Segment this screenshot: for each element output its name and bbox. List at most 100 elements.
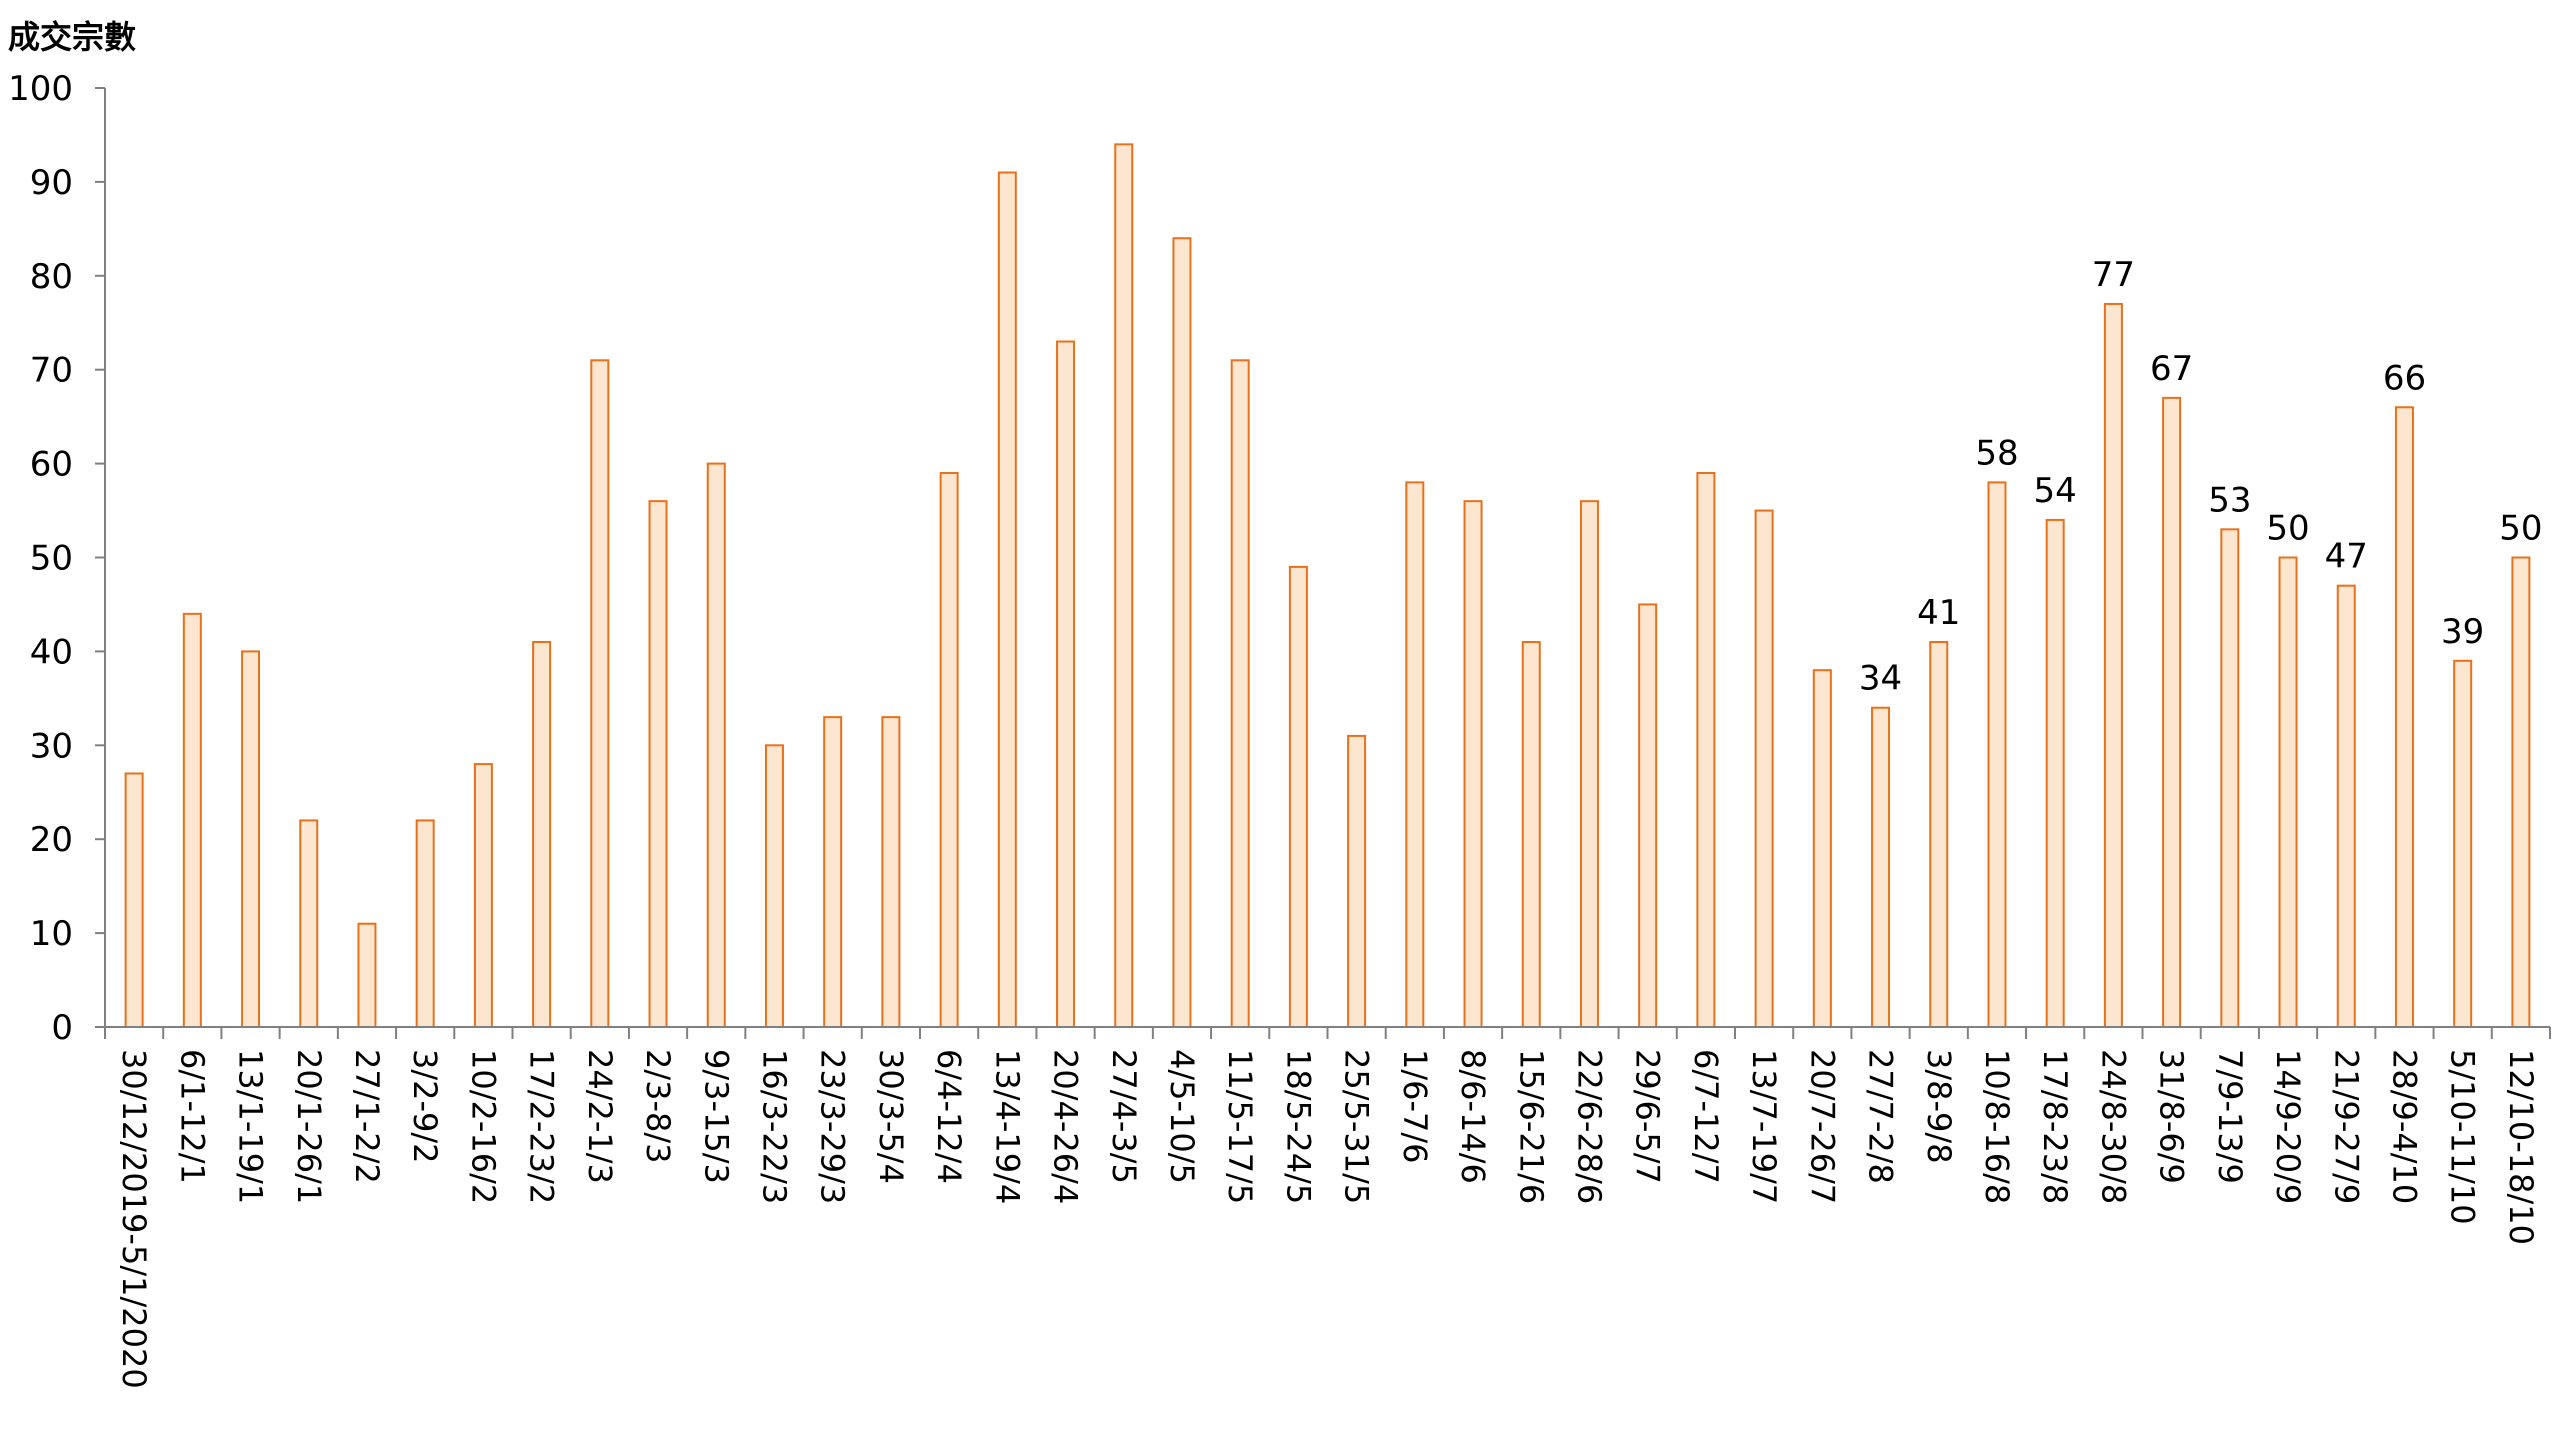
bar-32 xyxy=(1987,481,2007,1028)
bar-17 xyxy=(1114,143,1134,1028)
bar-39 xyxy=(2394,406,2414,1028)
x-tick-label-4: 27/1-2/2 xyxy=(348,1049,386,1184)
bar-14 xyxy=(939,471,959,1028)
y-tick-label-80: 80 xyxy=(30,257,73,297)
x-tick-label-14: 6/4-12/4 xyxy=(930,1049,968,1184)
x-tick-label-13: 30/3-5/4 xyxy=(872,1049,910,1184)
bar-37 xyxy=(2278,556,2298,1028)
y-tick-label-10: 10 xyxy=(30,914,73,954)
x-tick-label-39: 28/9-4/10 xyxy=(2385,1049,2423,1204)
x-tick-label-17: 27/4-3/5 xyxy=(1105,1049,1143,1184)
x-tick-label-41: 12/10-18/10 xyxy=(2502,1049,2540,1245)
x-tick-label-22: 1/6-7/6 xyxy=(1396,1049,1434,1164)
x-tick-label-5: 3/2-9/2 xyxy=(406,1049,444,1164)
bar-38 xyxy=(2336,584,2356,1028)
bar-13 xyxy=(881,716,901,1028)
bar-7 xyxy=(532,641,552,1028)
x-tick-label-40: 5/10-11/10 xyxy=(2444,1049,2482,1225)
y-tick-label-50: 50 xyxy=(30,539,73,579)
x-tick-label-12: 23/3-29/3 xyxy=(814,1049,852,1204)
bar-23 xyxy=(1463,500,1483,1029)
bar-27 xyxy=(1696,471,1716,1028)
y-axis-title: 成交宗數 xyxy=(8,18,136,56)
x-tick-label-26: 29/6-5/7 xyxy=(1629,1049,1667,1184)
bar-3 xyxy=(299,819,319,1028)
data-label-30: 34 xyxy=(1859,659,1902,699)
y-tick-label-0: 0 xyxy=(51,1008,73,1048)
bar-22 xyxy=(1405,481,1425,1028)
x-tick-label-27: 6/7-12/7 xyxy=(1687,1049,1725,1184)
bar-28 xyxy=(1754,509,1774,1028)
bar-8 xyxy=(590,359,610,1028)
bars-layer xyxy=(124,143,2531,1029)
x-tick-label-38: 21/9-27/9 xyxy=(2327,1049,2365,1204)
x-tick-label-18: 4/5-10/5 xyxy=(1163,1049,1201,1184)
y-tick-label-60: 60 xyxy=(30,445,73,485)
data-label-34: 77 xyxy=(2092,255,2135,295)
bar-2 xyxy=(241,650,261,1029)
data-label-31: 41 xyxy=(1917,593,1960,633)
y-tick-label-100: 100 xyxy=(8,69,73,109)
x-tick-label-0: 30/12/2019-5/1/2020 xyxy=(115,1049,153,1389)
bar-26 xyxy=(1638,603,1658,1028)
bar-9 xyxy=(648,500,668,1029)
bar-25 xyxy=(1579,500,1599,1029)
x-tick-label-25: 22/6-28/6 xyxy=(1570,1049,1608,1204)
axes-layer xyxy=(95,87,2551,1039)
bar-11 xyxy=(764,744,784,1028)
data-label-41: 50 xyxy=(2499,509,2542,549)
bar-6 xyxy=(473,763,493,1029)
data-label-35: 67 xyxy=(2150,349,2193,389)
bar-40 xyxy=(2453,659,2473,1028)
x-tick-label-30: 27/7-2/8 xyxy=(1862,1049,1900,1184)
y-tick-label-30: 30 xyxy=(30,726,73,766)
data-label-39: 66 xyxy=(2383,358,2426,398)
x-tick-label-19: 11/5-17/5 xyxy=(1221,1049,1259,1204)
bar-41 xyxy=(2511,556,2531,1028)
x-tick-label-11: 16/3-22/3 xyxy=(755,1049,793,1204)
x-tick-label-34: 24/8-30/8 xyxy=(2094,1049,2132,1204)
x-tick-label-33: 17/8-23/8 xyxy=(2036,1049,2074,1204)
bar-16 xyxy=(1056,340,1076,1028)
data-label-36: 53 xyxy=(2208,480,2251,520)
x-tick-label-36: 7/9-13/9 xyxy=(2211,1049,2249,1184)
bar-5 xyxy=(415,819,435,1028)
x-tick-label-24: 15/6-21/6 xyxy=(1512,1049,1550,1204)
x-tick-label-32: 10/8-16/8 xyxy=(1978,1049,2016,1204)
bar-31 xyxy=(1929,641,1949,1028)
bar-12 xyxy=(823,716,843,1028)
bar-29 xyxy=(1812,669,1832,1028)
labels-layer: 0 10 20 30 40 50 60 70 80 90 100 30/12/2019-5/1/202… xyxy=(8,69,2542,1389)
bar-15 xyxy=(997,171,1017,1028)
data-label-33: 54 xyxy=(2034,471,2077,511)
bar-0 xyxy=(124,772,144,1028)
bar-18 xyxy=(1172,237,1192,1029)
data-label-38: 47 xyxy=(2325,537,2368,577)
x-tick-label-15: 13/4-19/4 xyxy=(988,1049,1026,1204)
x-tick-label-37: 14/9-20/9 xyxy=(2269,1049,2307,1204)
y-tick-label-20: 20 xyxy=(30,820,73,860)
x-tick-label-21: 25/5-31/5 xyxy=(1338,1049,1376,1204)
x-tick-label-23: 8/6-14/6 xyxy=(1454,1049,1492,1184)
x-tick-label-31: 3/8-9/8 xyxy=(1920,1049,1958,1164)
bar-30 xyxy=(1871,706,1891,1028)
x-tick-label-2: 13/1-19/1 xyxy=(232,1049,270,1204)
x-tick-label-3: 20/1-26/1 xyxy=(290,1049,328,1204)
x-tick-label-35: 31/8-6/9 xyxy=(2153,1049,2191,1184)
y-tick-label-40: 40 xyxy=(30,632,73,672)
data-label-32: 58 xyxy=(1975,433,2018,473)
bar-1 xyxy=(182,612,202,1029)
bar-10 xyxy=(706,462,726,1029)
x-tick-label-9: 2/3-8/3 xyxy=(639,1049,677,1164)
bar-33 xyxy=(2045,518,2065,1028)
y-tick-label-70: 70 xyxy=(30,351,73,391)
bar-35 xyxy=(2162,396,2182,1028)
x-tick-label-8: 24/2-1/3 xyxy=(581,1049,619,1184)
x-tick-label-1: 6/1-12/1 xyxy=(173,1049,211,1184)
bar-24 xyxy=(1521,641,1541,1028)
bar-34 xyxy=(2103,302,2123,1029)
x-tick-label-20: 18/5-24/5 xyxy=(1279,1049,1317,1204)
bar-19 xyxy=(1230,359,1250,1028)
